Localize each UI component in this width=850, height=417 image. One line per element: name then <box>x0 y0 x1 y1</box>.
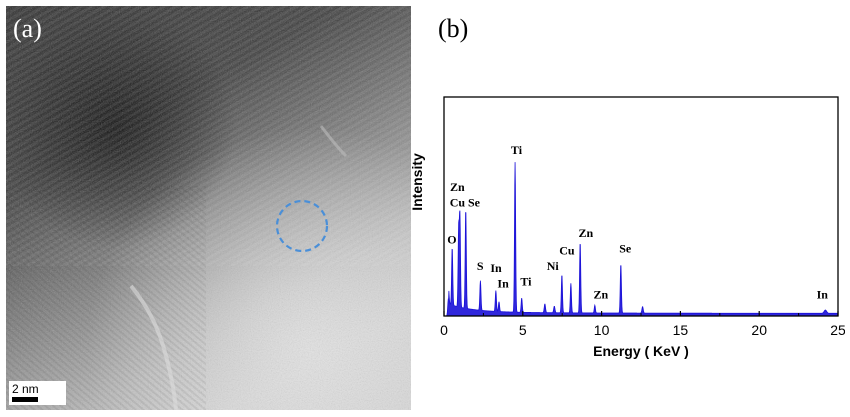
peak-label-ti-8: Ti <box>520 274 532 288</box>
spectrum-series-line <box>445 162 839 317</box>
peak-label-s-4: S <box>477 259 484 273</box>
peak-label-cu-10: Cu <box>559 244 575 258</box>
x-tick-label-20: 20 <box>751 322 767 338</box>
peak-label-se-13: Se <box>619 241 632 255</box>
x-tick-label-5: 5 <box>519 322 527 338</box>
peak-label-ni-9: Ni <box>547 259 560 273</box>
peak-label-zn-11: Zn <box>578 226 593 240</box>
peak-label-in-6: In <box>497 277 509 291</box>
x-axis-title: Energy ( KeV ) <box>593 343 689 359</box>
tem-micrograph <box>6 6 411 410</box>
peak-label-zn-1: Zn <box>450 180 465 194</box>
peak-label-cu-2: Cu <box>450 196 466 210</box>
peak-label-o-0: O <box>447 233 456 247</box>
peak-label-ti-7: Ti <box>511 143 523 157</box>
panel-a-label: (a) <box>13 14 42 43</box>
x-tick-label-25: 25 <box>830 322 845 338</box>
peak-label-se-3: Se <box>468 196 481 210</box>
x-tick-label-15: 15 <box>673 322 689 338</box>
scale-bar-line <box>12 397 38 402</box>
peak-label-in-14: In <box>817 287 829 301</box>
panel-b-label: (b) <box>438 14 469 43</box>
x-tick-label-10: 10 <box>594 322 610 338</box>
y-axis-title: Intensity <box>409 153 425 211</box>
scale-bar-label: 2 nm <box>12 382 39 396</box>
x-tick-label-0: 0 <box>440 322 448 338</box>
tem-image <box>6 6 411 410</box>
highlight-circle <box>275 199 329 253</box>
peak-label-in-5: In <box>490 261 502 275</box>
scale-bar: 2 nm <box>9 381 66 405</box>
peak-label-zn-12: Zn <box>593 287 608 301</box>
